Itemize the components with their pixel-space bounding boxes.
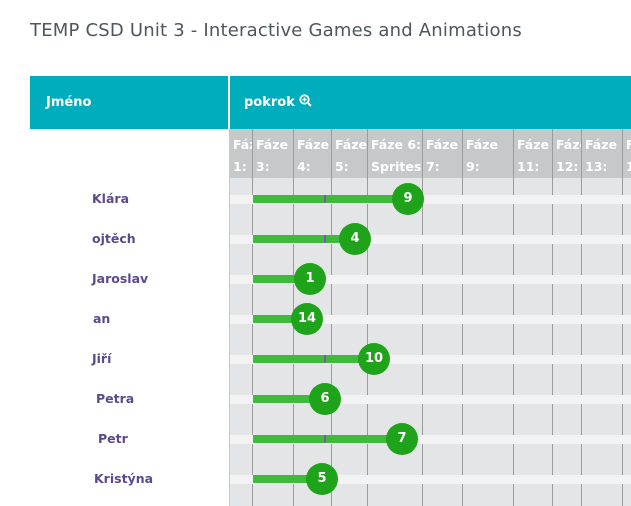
student-names-column: Klára ojtěch Jaroslav an Jiří Petra Petr Kristý…	[30, 129, 228, 506]
stage-header-line2: 7:	[426, 159, 440, 174]
stage-header-line1: Fáze	[256, 137, 288, 152]
level-bubble[interactable]: 10	[358, 343, 390, 375]
level-bubble[interactable]: 5	[306, 463, 338, 495]
column-header-progress-label: pokrok	[244, 95, 295, 110]
progress-bar	[253, 235, 355, 243]
stage-header-line2: 4:	[297, 159, 311, 174]
stage-header-line2: Sprites	[371, 159, 422, 174]
student-name[interactable]: an	[93, 311, 111, 326]
progress-track	[230, 395, 631, 404]
progress-marker	[324, 195, 326, 203]
level-bubble[interactable]: 6	[309, 383, 341, 415]
stage-header-6[interactable]: Fáze 9:	[466, 134, 513, 178]
student-name[interactable]: Petr	[98, 431, 128, 446]
column-header-name[interactable]: Jméno	[30, 76, 228, 129]
stage-header-7[interactable]: Fáze 11:	[517, 134, 552, 178]
stage-header-line1: Fáze	[517, 137, 549, 152]
stage-header-line2: 12:	[556, 159, 579, 174]
stage-header-line1: Fáze	[297, 137, 329, 152]
progress-marker	[324, 235, 326, 243]
progress-bar	[253, 275, 310, 283]
stage-header-line2: 13:	[585, 159, 608, 174]
stage-header-line1: Fáze 6:	[371, 137, 422, 152]
student-name[interactable]: Jaroslav	[92, 271, 149, 286]
stage-header-line2: 5:	[335, 159, 349, 174]
progress-bar	[253, 475, 322, 483]
progress-track	[230, 235, 631, 244]
stage-header-5[interactable]: Fáze 7:	[426, 134, 462, 178]
progress-bar	[253, 195, 408, 203]
stage-header-0[interactable]: Fáz 1:	[233, 134, 252, 178]
stage-header-line1: Fáze	[585, 137, 617, 152]
progress-track	[230, 355, 631, 364]
stage-header-line2: 1:	[233, 159, 247, 174]
column-header-name-label: Jméno	[46, 95, 92, 110]
stage-header-10[interactable]: F1	[626, 134, 631, 178]
progress-track	[230, 195, 631, 204]
stage-header-line1: F	[626, 134, 631, 156]
level-bubble[interactable]: 9	[392, 183, 424, 215]
stage-header-9[interactable]: Fáze 13:	[585, 134, 622, 178]
progress-bar	[253, 395, 325, 403]
stage-header-2[interactable]: Fáze 4:	[297, 134, 331, 178]
stage-header-row	[230, 129, 631, 178]
level-bubble[interactable]: 7	[386, 423, 418, 455]
stage-header-line1: Fáze	[556, 137, 581, 152]
progress-track	[230, 435, 631, 444]
progress-track	[230, 275, 631, 284]
zoom-in-icon[interactable]	[299, 94, 312, 111]
progress-track	[230, 315, 631, 324]
student-name[interactable]: Klára	[92, 191, 130, 206]
stage-header-line2: 1	[626, 156, 631, 178]
progress-bar	[253, 355, 374, 363]
student-name[interactable]: Kristýna	[94, 471, 154, 486]
stage-header-line2: 11:	[517, 159, 540, 174]
stage-header-line1: Fáze	[335, 137, 367, 152]
level-bubble[interactable]: 1	[294, 263, 326, 295]
progress-bar	[253, 435, 402, 443]
progress-marker	[324, 355, 326, 363]
level-bubble[interactable]: 14	[291, 303, 323, 335]
stage-header-3[interactable]: Fáze 5:	[335, 134, 367, 178]
level-bubble[interactable]: 4	[339, 223, 371, 255]
stage-header-8[interactable]: Fáze 12:	[556, 134, 581, 178]
student-name[interactable]: Jiří	[92, 351, 112, 366]
stage-header-line2: 3:	[256, 159, 270, 174]
stage-header-line1: Fáze	[466, 137, 498, 152]
page-title: TEMP CSD Unit 3 - Interactive Games and …	[30, 20, 522, 41]
student-name[interactable]: ojtěch	[92, 231, 136, 246]
progress-marker	[324, 435, 326, 443]
stage-header-1[interactable]: Fáze 3:	[256, 134, 293, 178]
stage-header-line1: Fáz	[233, 137, 252, 152]
stage-header-4[interactable]: Fáze 6: Sprites	[371, 134, 422, 178]
stage-header-line2: 9:	[466, 159, 480, 174]
progress-track	[230, 475, 631, 484]
progress-bar	[253, 315, 307, 323]
student-name[interactable]: Petra	[96, 391, 135, 406]
column-header-progress[interactable]: pokrok	[230, 76, 631, 129]
stage-header-line1: Fáze	[426, 137, 458, 152]
